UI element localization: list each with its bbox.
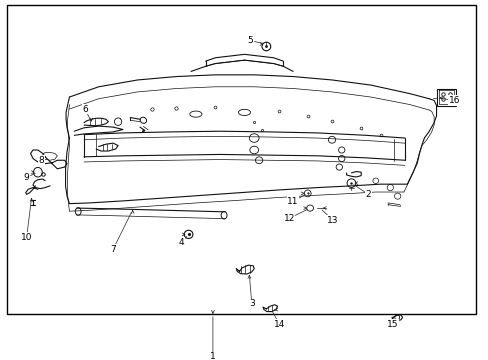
Text: 8: 8: [38, 156, 44, 165]
Text: 16: 16: [448, 96, 459, 105]
Text: 4: 4: [178, 238, 183, 247]
Text: 14: 14: [273, 320, 285, 329]
Text: 12: 12: [283, 214, 294, 223]
Text: 15: 15: [386, 320, 398, 329]
Text: 11: 11: [287, 197, 298, 206]
Ellipse shape: [75, 208, 81, 215]
Text: 9: 9: [24, 173, 29, 182]
Text: 13: 13: [326, 216, 338, 225]
Text: 10: 10: [21, 233, 32, 242]
Ellipse shape: [221, 211, 226, 219]
Text: 3: 3: [248, 299, 254, 308]
Text: 7: 7: [110, 244, 116, 253]
Text: 5: 5: [247, 36, 253, 45]
Text: 6: 6: [82, 104, 88, 113]
Text: 2: 2: [365, 190, 370, 199]
Text: 1: 1: [209, 352, 215, 360]
